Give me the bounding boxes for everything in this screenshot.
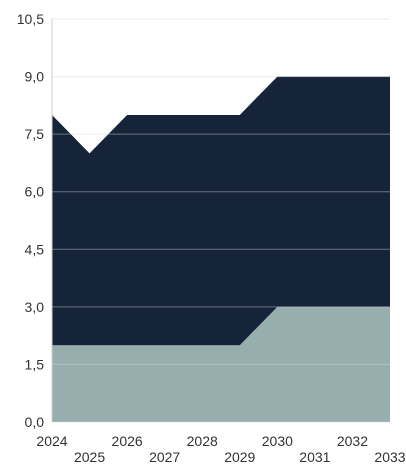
x-tick-label: 2029 [224,449,255,464]
y-tick-label: 3,0 [25,299,45,315]
y-tick-label: 9,0 [25,69,45,85]
y-tick-label: 10,5 [17,11,44,27]
area-series-1 [52,306,390,422]
x-tick-label: 2028 [187,433,218,449]
y-tick-label: 4,5 [25,241,45,257]
x-tick-label: 2033 [374,449,405,464]
y-tick-label: 1,5 [25,356,45,372]
x-tick-label: 2027 [149,449,180,464]
x-tick-label: 2024 [36,433,67,449]
x-tick-label: 2030 [262,433,293,449]
x-tick-label: 2025 [74,449,105,464]
x-tick-label: 2026 [112,433,143,449]
x-tick-label: 2031 [299,449,330,464]
y-tick-label: 0,0 [25,414,45,430]
area-series-2 [52,76,390,346]
y-tick-label: 7,5 [25,126,45,142]
y-tick-label: 6,0 [25,184,45,200]
x-tick-label: 2032 [337,433,368,449]
